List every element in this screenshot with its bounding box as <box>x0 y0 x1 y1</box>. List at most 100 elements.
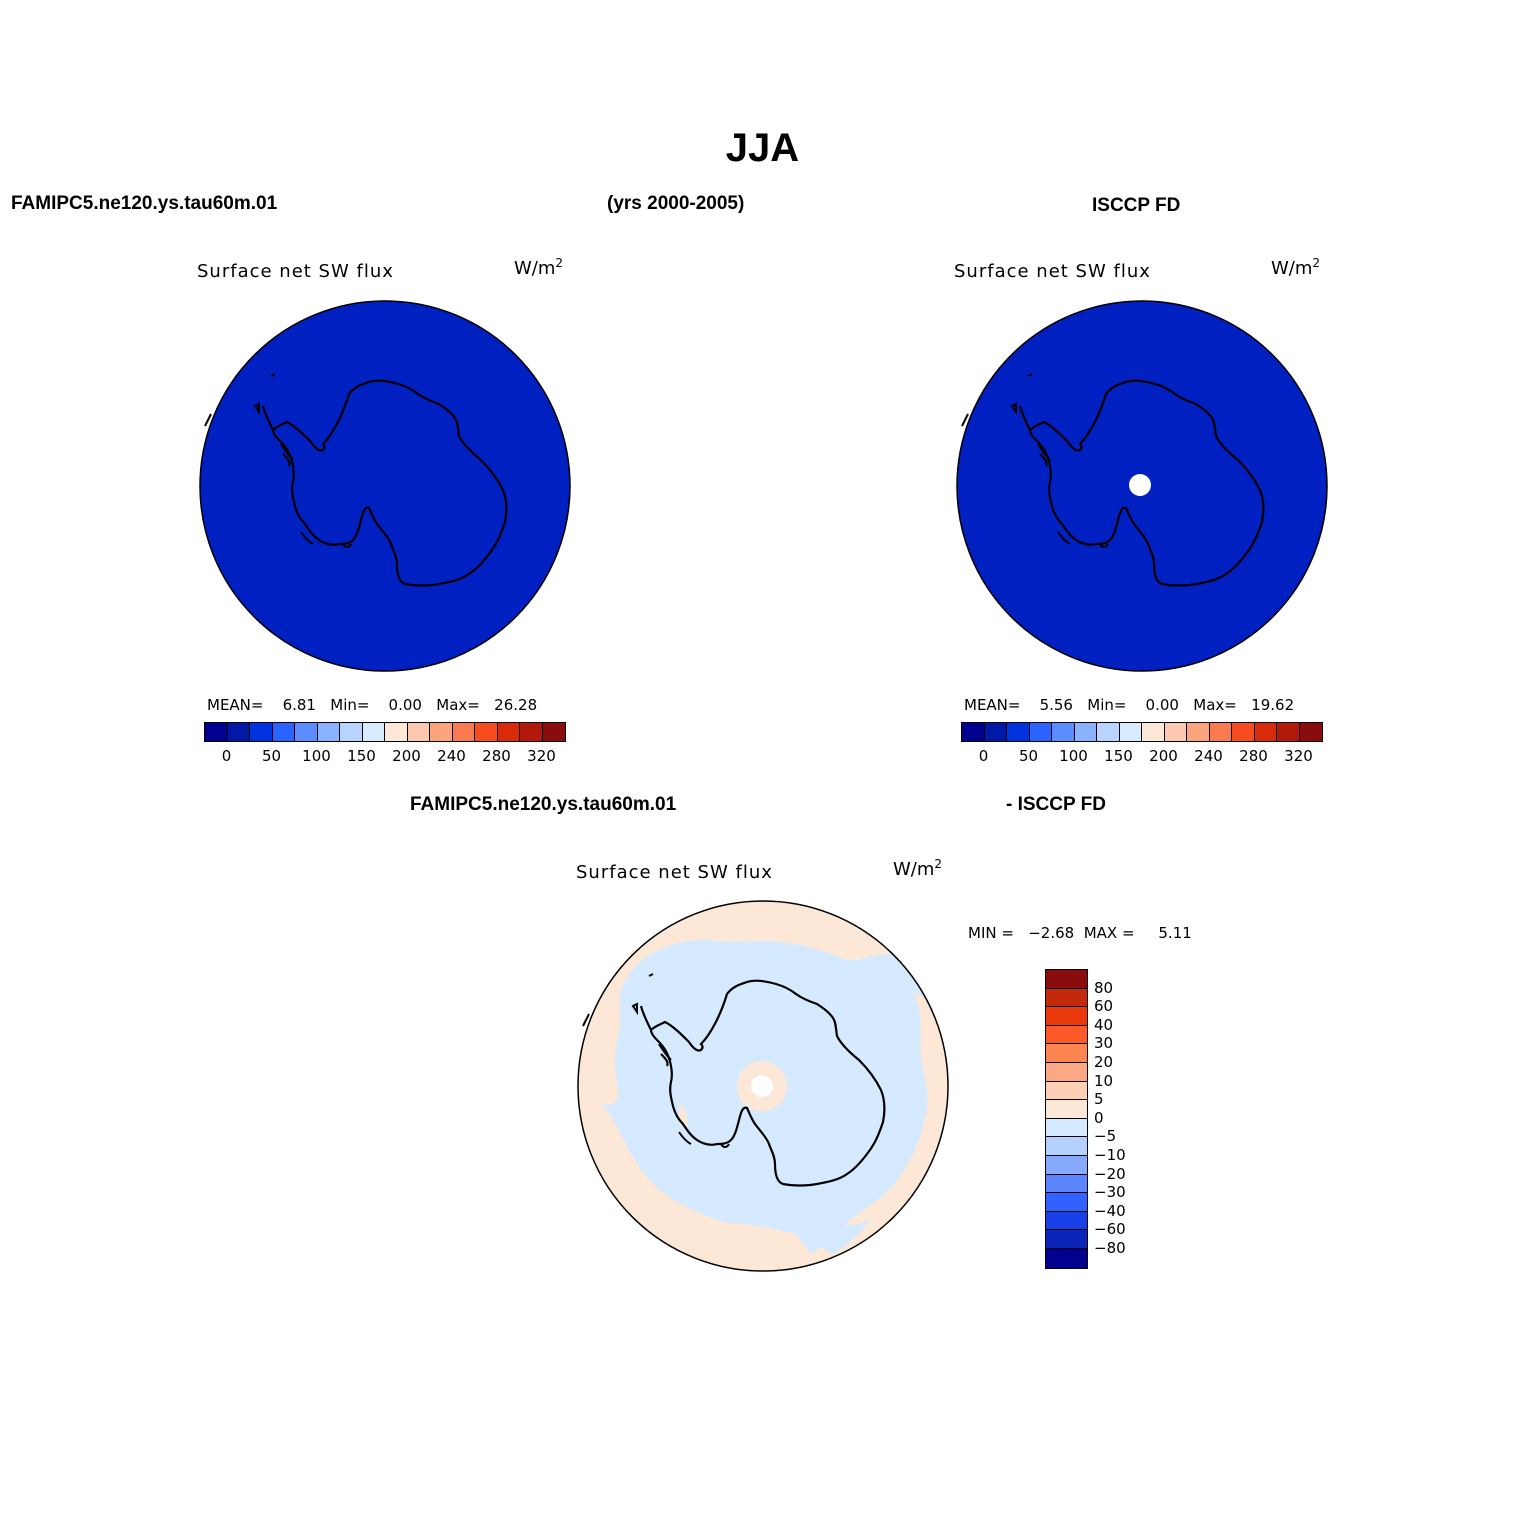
colorbar-swatch <box>1046 1044 1087 1063</box>
colorbar-tick-label: 150 <box>1104 747 1133 765</box>
colorbar-tick-label: 100 <box>1059 747 1088 765</box>
colorbar-swatch <box>295 723 318 741</box>
colorbar-swatch <box>205 723 228 741</box>
diff-map-border <box>577 900 949 1272</box>
years-range: (yrs 2000-2005) <box>607 193 745 214</box>
colorbar-tick-label: −40 <box>1094 1201 1126 1220</box>
colorbar-swatch <box>1119 723 1142 741</box>
colorbar-swatch <box>250 723 273 741</box>
colorbar-swatch <box>520 723 543 741</box>
colorbar-swatch <box>1046 1193 1087 1212</box>
colorbar-swatch <box>385 723 408 741</box>
colorbar-swatch <box>1046 1025 1087 1045</box>
colorbar-swatch <box>1232 723 1255 741</box>
island-outline <box>204 373 276 427</box>
obs-stats: MEAN= 5.56 Min= 0.00 Max= 19.62 <box>964 696 1295 714</box>
case-name: FAMIPC5.ne120.ys.tau60m.01 <box>11 193 278 214</box>
obs-panel-units: W/m2 <box>1271 256 1321 279</box>
ice-shelf-inlet <box>300 531 352 548</box>
diff-panel-variable: Surface net SW flux <box>576 862 773 883</box>
model-panel-variable: Surface net SW flux <box>197 261 394 282</box>
colorbar-swatch <box>452 723 475 741</box>
model-panel-units: W/m2 <box>514 256 564 279</box>
negative-anomaly-tongue <box>801 1219 871 1254</box>
diff-stats: MIN = −2.68 MAX = 5.11 <box>968 924 1192 942</box>
colorbar-tick-label: 5 <box>1094 1090 1104 1109</box>
colorbar-tick-label: 280 <box>1239 747 1268 765</box>
diff-colorbar <box>1045 969 1088 1269</box>
colorbar-swatch <box>1046 1081 1087 1101</box>
antarctica-coastline <box>1028 379 1265 587</box>
colorbar-swatch <box>1254 723 1277 741</box>
colorbar-swatch <box>1046 1211 1087 1231</box>
colorbar-swatch <box>475 723 498 741</box>
colorbar-swatch <box>362 723 385 741</box>
colorbar-swatch <box>1074 723 1097 741</box>
colorbar-swatch <box>1299 723 1322 741</box>
island-outline <box>582 973 654 1027</box>
colorbar-swatch <box>1046 1248 1087 1268</box>
diff-panel-units: W/m2 <box>893 857 943 880</box>
colorbar-swatch <box>497 723 520 741</box>
colorbar-tick-label: −60 <box>1094 1220 1126 1239</box>
colorbar-swatch <box>340 723 363 741</box>
antarctica-coastline <box>271 379 508 587</box>
model-map-field <box>199 300 571 672</box>
colorbar-swatch <box>317 723 340 741</box>
colorbar-tick-label: 320 <box>1284 747 1313 765</box>
colorbar-tick-label: 30 <box>1094 1034 1114 1053</box>
diff-obs-name: - ISCCP FD <box>1006 794 1106 815</box>
colorbar-swatch <box>1046 1100 1087 1119</box>
model-stats: MEAN= 6.81 Min= 0.00 Max= 26.28 <box>207 696 538 714</box>
colorbar-tick-label: 10 <box>1094 1071 1114 1090</box>
colorbar-tick-label: 0 <box>1094 1108 1104 1127</box>
colorbar-tick-label: 280 <box>482 747 511 765</box>
figure-title: JJA <box>725 126 800 170</box>
colorbar-tick-label: 50 <box>261 747 282 765</box>
colorbar-tick-label: 240 <box>437 747 466 765</box>
colorbar-tick-label: 200 <box>1149 747 1178 765</box>
colorbar-tick-label: 40 <box>1094 1015 1114 1034</box>
model-colorbar <box>204 722 566 742</box>
antarctic-peninsula <box>1018 405 1051 467</box>
colorbar-swatch <box>984 723 1007 741</box>
island-outline <box>961 373 1033 427</box>
obs-polar-missing <box>1129 474 1151 496</box>
colorbar-swatch <box>1277 723 1300 741</box>
colorbar-swatch <box>1097 723 1120 741</box>
colorbar-tick-label: 0 <box>978 747 989 765</box>
obs-panel-variable: Surface net SW flux <box>954 261 1151 282</box>
colorbar-swatch <box>407 723 430 741</box>
diff-case-name: FAMIPC5.ne120.ys.tau60m.01 <box>410 794 677 815</box>
colorbar-tick-label: −10 <box>1094 1146 1126 1164</box>
obs-colorbar <box>961 722 1323 742</box>
colorbar-tick-label: 200 <box>392 747 421 765</box>
colorbar-swatch <box>1052 723 1075 741</box>
colorbar-swatch <box>1209 723 1232 741</box>
colorbar-tick-label: −80 <box>1094 1239 1126 1257</box>
colorbar-swatch <box>430 723 453 741</box>
antarctic-peninsula <box>639 1005 672 1067</box>
colorbar-tick-label: −20 <box>1094 1164 1126 1183</box>
ice-shelf-inlet <box>678 1131 730 1148</box>
colorbar-swatch <box>542 723 565 741</box>
colorbar-tick-label: 20 <box>1094 1053 1114 1071</box>
colorbar-swatch <box>1046 1230 1087 1249</box>
colorbar-swatch <box>1046 1062 1087 1082</box>
colorbar-swatch <box>1046 1155 1087 1175</box>
colorbar-tick-label: 150 <box>347 747 376 765</box>
colorbar-swatch <box>1046 1118 1087 1138</box>
colorbar-tick-label: 100 <box>302 747 331 765</box>
colorbar-swatch <box>1046 970 1087 989</box>
antarctica-coastline <box>649 979 886 1187</box>
colorbar-swatch <box>962 723 985 741</box>
model-polar-map <box>199 300 571 672</box>
colorbar-swatch <box>1046 1137 1087 1156</box>
colorbar-tick-label: 80 <box>1094 978 1114 997</box>
colorbar-swatch <box>1007 723 1030 741</box>
obs-name: ISCCP FD <box>1092 195 1181 216</box>
colorbar-swatch <box>1187 723 1210 741</box>
colorbar-tick-label: 320 <box>527 747 556 765</box>
colorbar-tick-label: 50 <box>1018 747 1039 765</box>
colorbar-swatch <box>1046 1007 1087 1026</box>
